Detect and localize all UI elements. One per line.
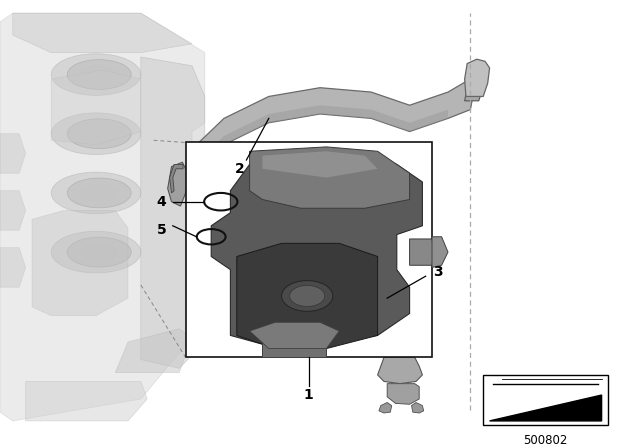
Polygon shape	[250, 322, 339, 349]
Polygon shape	[51, 70, 141, 145]
Polygon shape	[465, 66, 486, 101]
Polygon shape	[342, 265, 368, 277]
Polygon shape	[410, 239, 434, 265]
Polygon shape	[0, 13, 205, 421]
Polygon shape	[237, 243, 378, 349]
Polygon shape	[387, 383, 419, 404]
Text: 5: 5	[156, 223, 166, 237]
Polygon shape	[379, 402, 392, 413]
Polygon shape	[250, 147, 410, 208]
Polygon shape	[262, 340, 326, 358]
Polygon shape	[0, 191, 26, 230]
Polygon shape	[182, 105, 448, 193]
Ellipse shape	[80, 125, 118, 142]
Polygon shape	[0, 134, 26, 173]
Polygon shape	[432, 237, 448, 267]
Polygon shape	[170, 164, 183, 193]
Polygon shape	[26, 381, 147, 421]
Text: 2: 2	[235, 162, 245, 176]
Text: 1: 1	[304, 388, 314, 401]
Polygon shape	[178, 79, 474, 193]
Ellipse shape	[289, 285, 325, 306]
Ellipse shape	[80, 66, 118, 83]
Polygon shape	[262, 151, 378, 177]
Text: 4: 4	[156, 195, 166, 209]
Polygon shape	[0, 248, 26, 287]
Text: 500802: 500802	[524, 434, 568, 447]
Ellipse shape	[67, 60, 131, 90]
Polygon shape	[378, 358, 422, 383]
Bar	[186, 142, 432, 358]
Ellipse shape	[51, 54, 141, 95]
Ellipse shape	[51, 172, 141, 214]
Ellipse shape	[51, 113, 141, 155]
Polygon shape	[115, 329, 192, 373]
Ellipse shape	[51, 231, 141, 273]
Polygon shape	[141, 57, 205, 368]
Ellipse shape	[80, 184, 118, 202]
Ellipse shape	[67, 178, 131, 208]
Ellipse shape	[67, 119, 131, 149]
Polygon shape	[349, 276, 429, 355]
Polygon shape	[211, 151, 422, 344]
Polygon shape	[490, 395, 602, 421]
Polygon shape	[412, 402, 424, 413]
Ellipse shape	[282, 280, 333, 311]
Polygon shape	[13, 13, 192, 52]
Polygon shape	[32, 211, 128, 316]
Text: 3: 3	[433, 265, 444, 279]
Polygon shape	[465, 59, 490, 96]
Bar	[483, 375, 608, 425]
Ellipse shape	[80, 243, 118, 261]
Polygon shape	[168, 162, 189, 206]
Ellipse shape	[67, 237, 131, 267]
